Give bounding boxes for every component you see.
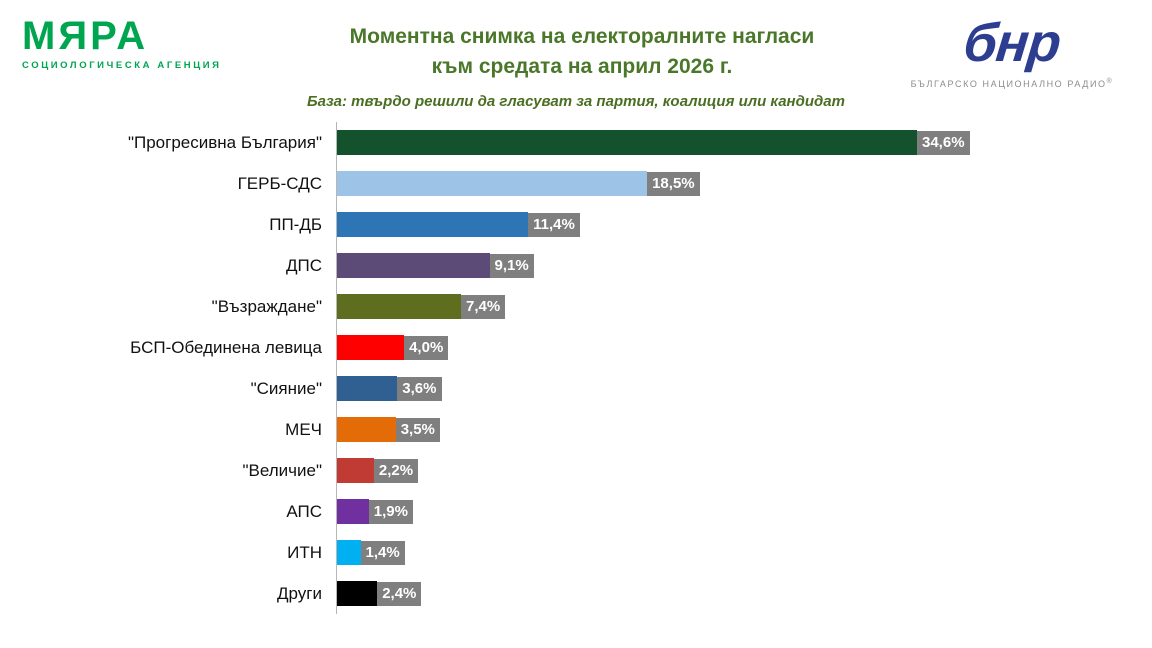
bar-area: 3,5%: [336, 409, 1152, 450]
chart-row: ИТН 1,4%: [0, 532, 1152, 573]
bar-chart: "Прогресивна България" 34,6% ГЕРБ-СДС 18,5%…: [0, 122, 1152, 614]
category-label: "Възраждане": [211, 296, 322, 316]
chart-row: "Възраждане" 7,4%: [0, 286, 1152, 327]
value-badge: 11,4%: [528, 212, 580, 237]
category-label: "Прогресивна България": [127, 132, 322, 152]
bar-area: 34,6%: [336, 122, 1152, 163]
chart-row: ГЕРБ-СДС 18,5%: [0, 163, 1152, 204]
chart-title: Моментна снимка на електоралните нагласи…: [272, 22, 892, 83]
chart-row: Други 2,4%: [0, 573, 1152, 614]
base-label: База:: [306, 93, 347, 110]
bar: [337, 335, 405, 360]
bar-area: 4,0%: [336, 327, 1152, 368]
chart-title-line1: Моментна снимка на електоралните нагласи: [349, 25, 815, 48]
category-label: ДПС: [285, 255, 322, 275]
value-badge: 2,4%: [377, 581, 422, 606]
bar-area: 11,4%: [336, 204, 1152, 245]
chart-row: ПП-ДБ 11,4%: [0, 204, 1152, 245]
bar-area: 18,5%: [336, 163, 1152, 204]
category-label: "Сияние": [250, 378, 322, 398]
base-text: твърдо решили да гласуват за партия, коа…: [351, 93, 845, 110]
category-label: БСП-Обединена левица: [130, 337, 322, 357]
bar-area: 3,6%: [336, 368, 1152, 409]
bar: [337, 417, 396, 442]
value-badge: 9,1%: [489, 253, 534, 278]
bar: [337, 130, 917, 155]
value-badge: 4,0%: [404, 335, 449, 360]
category-label: ГЕРБ-СДС: [237, 173, 322, 193]
bar-area: 2,2%: [336, 450, 1152, 491]
page-header: МЯРА СОЦИОЛОГИЧЕСКА АГЕНЦИЯ Моментна сни…: [0, 0, 1152, 89]
category-label: ИТН: [287, 542, 322, 562]
value-badge: 7,4%: [461, 294, 506, 319]
value-badge: 3,5%: [395, 417, 440, 442]
category-label: МЕЧ: [285, 419, 322, 439]
category-label: АПС: [286, 501, 322, 521]
bar-area: 2,4%: [336, 573, 1152, 614]
chart-row: АПС 1,9%: [0, 491, 1152, 532]
bar-area: 7,4%: [336, 286, 1152, 327]
myara-logo: МЯРА СОЦИОЛОГИЧЕСКА АГЕНЦИЯ: [22, 16, 272, 71]
bar: [337, 171, 648, 196]
value-badge: 34,6%: [917, 130, 970, 155]
myara-logo-subtitle: СОЦИОЛОГИЧЕСКА АГЕНЦИЯ: [22, 60, 222, 71]
chart-row: ДПС 9,1%: [0, 245, 1152, 286]
category-label: "Величие": [242, 460, 322, 480]
bar: [337, 581, 378, 606]
value-badge: 18,5%: [647, 171, 700, 196]
value-badge: 1,4%: [360, 540, 405, 565]
chart-title-line2: към средата на април 2026 г.: [431, 55, 733, 79]
chart-row: "Прогресивна България" 34,6%: [0, 122, 1152, 163]
chart-row: БСП-Обединена левица 4,0%: [0, 327, 1152, 368]
bnr-logo-subtitle: БЪЛГАРСКО НАЦИОНАЛНО РАДИО®: [910, 78, 1114, 89]
chart-row: "Сияние" 3,6%: [0, 368, 1152, 409]
bnr-logo-mark: бнр: [960, 13, 1064, 73]
bar: [337, 294, 461, 319]
value-badge: 2,2%: [373, 458, 419, 483]
bar: [337, 458, 374, 483]
bar: [337, 376, 398, 401]
bnr-logo: бнр БЪЛГАРСКО НАЦИОНАЛНО РАДИО®: [892, 13, 1132, 89]
chart-row: МЕЧ 3,5%: [0, 409, 1152, 450]
bar-area: 1,4%: [336, 532, 1152, 573]
bar-area: 1,9%: [336, 491, 1152, 532]
category-label: ПП-ДБ: [269, 214, 322, 234]
myara-logo-text: МЯРА: [22, 14, 149, 58]
chart-row: "Величие" 2,2%: [0, 450, 1152, 491]
chart-base-note: База: твърдо решили да гласуват за парти…: [0, 93, 1152, 110]
registered-trademark-icon: ®: [1106, 78, 1114, 85]
bar: [337, 253, 490, 278]
category-label: Други: [277, 583, 322, 603]
bar: [337, 540, 361, 565]
bar-area: 9,1%: [336, 245, 1152, 286]
value-badge: 3,6%: [397, 376, 442, 401]
bar: [337, 499, 369, 524]
value-badge: 1,9%: [368, 499, 413, 524]
bar: [337, 212, 529, 237]
